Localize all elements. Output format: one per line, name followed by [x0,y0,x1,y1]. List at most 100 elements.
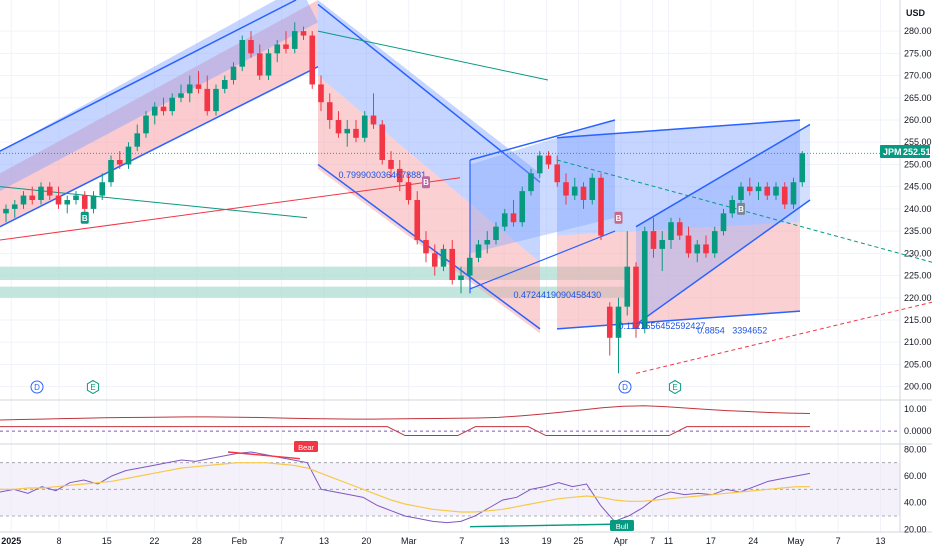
time-tick-label: 22 [149,536,159,546]
candle [598,173,604,240]
last-price-symbol: JPM [883,147,902,157]
candle [711,226,718,258]
candle [606,302,613,356]
signal-badge: B [614,211,623,224]
price-tick-label: 245.00 [904,182,932,192]
candle [160,97,167,116]
price-tick-label: 225.00 [904,271,932,281]
candle [213,84,219,116]
candle [475,240,482,263]
candle [405,173,412,205]
price-tick-label: 220.00 [904,293,932,303]
rsi-tick-label: 80.00 [904,444,927,454]
fib-level-label: 0.4724419090458430 [514,290,602,300]
rsi-tick-label: 60.00 [904,471,927,481]
channel-1-lower-fill[interactable] [0,0,318,227]
rsi-pane: Bear Bull [0,441,932,531]
earnings-event-icon[interactable]: E [86,379,100,395]
channel-1-lower-line[interactable] [0,65,319,228]
candle [720,208,727,236]
candle [668,217,674,249]
candle [746,177,753,196]
candle [554,155,561,187]
fib-level-label: 3394652 [732,325,767,335]
dividend-event-icon[interactable]: D [30,380,44,394]
candle [580,182,587,209]
candle [545,151,552,169]
osc-tick-label: 10.00 [904,404,927,414]
svg-text:E: E [672,383,677,392]
candle [703,235,709,258]
candle [38,182,44,205]
channel-4-upper-line[interactable] [556,119,801,139]
signal-badge: B [422,176,430,189]
bull-divergence-line [469,523,626,528]
price-tick-label: 250.00 [904,159,932,169]
trendline-red-1[interactable] [0,177,461,241]
candle [370,93,377,129]
trendline-blue-1[interactable] [469,230,616,290]
candle [239,35,246,72]
channel-4-lower-fill[interactable] [557,222,800,329]
candle [361,111,368,143]
bear-badge: Bear [294,441,318,452]
osc-line-main [0,405,811,421]
fib-level-label: 0.7999030364678881 [339,170,427,180]
candle [283,31,289,54]
candle [633,262,639,338]
oscillator-pane [0,399,932,437]
drawings-layer[interactable] [0,0,932,374]
svg-text:B: B [423,178,429,187]
svg-text:Bear: Bear [298,443,314,452]
time-tick-label: 15 [102,536,112,546]
channel-3-upper-line[interactable] [469,119,616,161]
dividend-event-icon[interactable]: D [618,380,632,394]
candle [195,71,202,94]
candle [396,160,403,192]
candle [300,26,307,40]
time-tick-label: 13 [499,536,509,546]
channel-5-upper-line[interactable] [635,123,811,228]
candle [20,191,27,209]
price-tick-label: 215.00 [904,315,932,325]
time-tick-label: 28 [192,536,202,546]
candle [729,195,736,218]
channel-1-upper-line[interactable] [0,0,297,152]
candle [46,182,53,200]
time-tick-label: 13 [875,536,885,546]
candle [116,151,123,169]
rsi-ma-line [0,462,810,513]
channel-2-upper-line[interactable] [317,3,541,183]
candle [641,226,648,334]
candle [353,120,359,143]
candle [230,62,237,85]
candle [55,186,62,209]
trendline-dashed-green[interactable] [556,159,932,263]
trendline-green-2[interactable] [317,30,549,81]
time-tick-label: Apr [614,536,628,546]
osc-tick-label: 0.0000 [904,426,932,436]
candle [458,266,464,294]
currency-label: USD [906,8,926,18]
candle [125,142,132,169]
support-zone-lower[interactable] [0,286,625,298]
candle [764,182,771,200]
candle [99,173,106,200]
time-tick-label: May [787,536,805,546]
channel-2-upper-fill[interactable] [318,0,540,263]
candle [274,40,281,63]
candle [615,297,622,374]
channel-1-upper-fill[interactable] [0,0,318,192]
time-tick-label: 8 [56,536,61,546]
channel-2-lower-fill[interactable] [318,75,540,334]
candle [650,217,657,258]
earnings-event-icon[interactable]: E [668,379,682,395]
trendline-dashed-red[interactable] [635,301,932,374]
candle [755,182,762,200]
price-tick-label: 205.00 [904,359,932,369]
candle [143,111,149,138]
candle [178,84,184,103]
candle [676,217,683,240]
channel-4-lower-line[interactable] [556,310,801,330]
